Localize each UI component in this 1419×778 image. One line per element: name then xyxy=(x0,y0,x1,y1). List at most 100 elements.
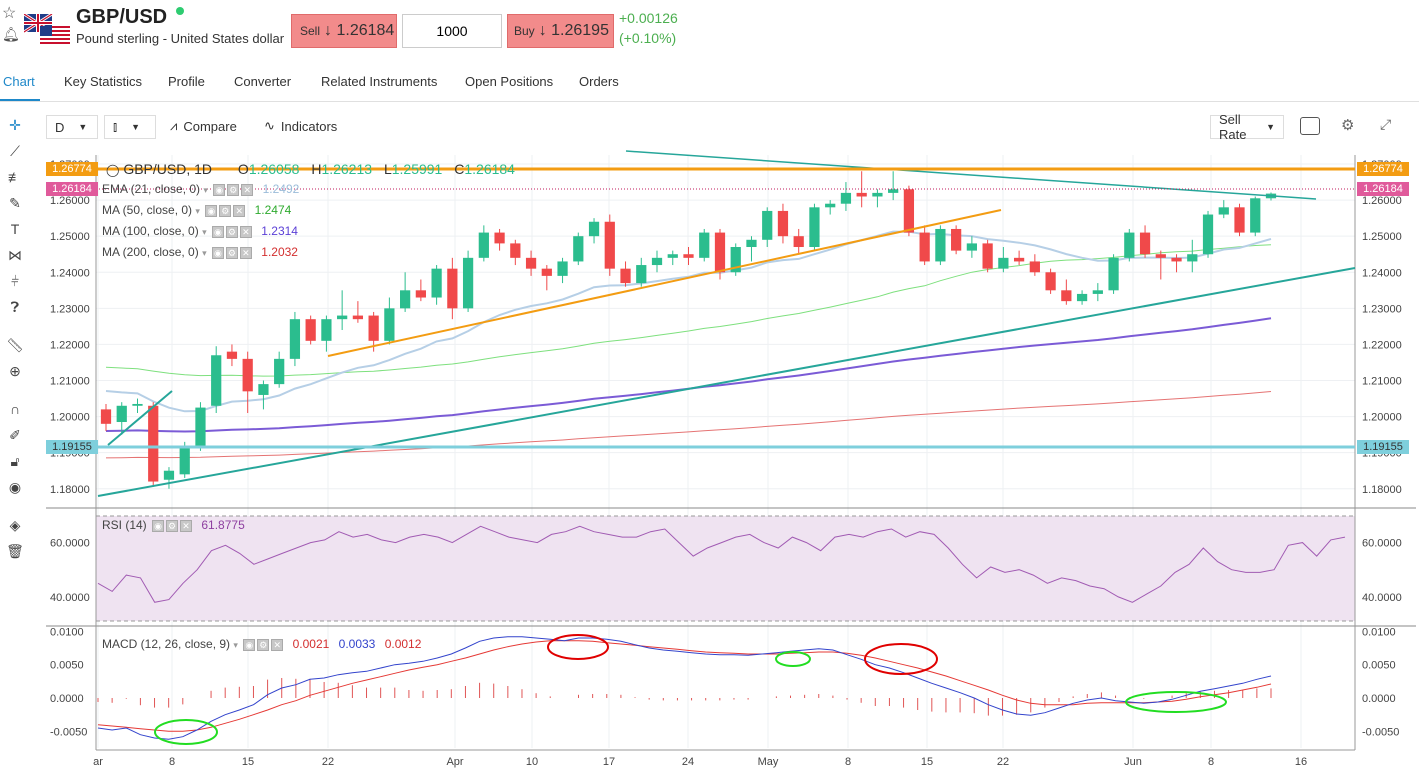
annotation-circle-red-1 xyxy=(547,634,609,660)
time-tick: 22 xyxy=(997,756,1009,768)
close-icon[interactable]: ✕ xyxy=(233,204,246,217)
legend-rsi[interactable]: RSI (14) ◉ ⚙ ✕ 61.8775 xyxy=(102,518,245,532)
pitchfork-icon[interactable]: ≢ xyxy=(8,169,22,185)
candle-body xyxy=(242,358,253,392)
chevron-down-icon: ▼ xyxy=(78,122,88,132)
gear-icon[interactable]: ⚙ xyxy=(225,225,238,238)
candle-body xyxy=(730,247,741,273)
gear-icon[interactable]: ⚙ xyxy=(1341,117,1355,134)
legend-ma100[interactable]: MA (100, close, 0) ▾ ◉ ⚙ ✕ 1.2314 xyxy=(102,224,298,238)
eye-icon[interactable]: ◉ xyxy=(205,204,218,217)
brush-icon[interactable]: ✎ xyxy=(9,195,21,211)
gear-icon[interactable]: ⚙ xyxy=(219,204,232,217)
sell-button[interactable]: Sell ↓ 1.26184 xyxy=(291,14,397,48)
eye-icon[interactable]: ◉ xyxy=(211,225,224,238)
tab-profile[interactable]: Profile xyxy=(168,74,205,89)
sell-price-value: 1.26184 xyxy=(336,22,395,39)
tab-related-instruments[interactable]: Related Instruments xyxy=(321,74,438,89)
candle-body xyxy=(714,232,726,273)
trash-icon[interactable]: 🗑︎ xyxy=(6,543,24,559)
gear-icon[interactable]: ⚙ xyxy=(227,183,240,196)
ruler-icon[interactable]: 📏︎ xyxy=(6,337,24,353)
star-icon[interactable]: ☆ xyxy=(2,5,17,22)
gear-icon[interactable]: ⚙ xyxy=(257,638,270,651)
tab-open-positions[interactable]: Open Positions xyxy=(465,74,554,89)
candle-body xyxy=(746,239,757,248)
trend-line-icon[interactable]: ⟋ xyxy=(10,143,20,159)
buy-price: ↓ 1.26195 xyxy=(539,22,609,40)
candle-body xyxy=(541,268,552,276)
help-icon[interactable]: ❓︎ xyxy=(10,299,20,315)
crosshair-icon[interactable]: ✛ xyxy=(9,117,21,133)
candle-body xyxy=(100,409,112,424)
candle-body xyxy=(1155,254,1166,258)
bell-icon[interactable]: 🔔︎ xyxy=(2,26,20,42)
lock-drawings-icon[interactable]: ✐ xyxy=(9,427,21,443)
fib-icon[interactable]: ⫩ xyxy=(10,273,20,289)
macd-tick-right: 0.0000 xyxy=(1362,693,1396,705)
price-tick-left: 1.21000 xyxy=(50,376,90,388)
eye-icon[interactable]: ◉ xyxy=(243,638,256,651)
close-icon[interactable]: ✕ xyxy=(239,246,252,259)
gear-icon[interactable]: ⚙ xyxy=(225,246,238,259)
interval-select[interactable]: D ▼ xyxy=(46,115,98,139)
chart-canvas[interactable]: 1.270001.270001.260001.260001.250001.250… xyxy=(46,145,1416,778)
tab-orders[interactable]: Orders xyxy=(579,74,619,89)
compare-button[interactable]: ⩘ Compare xyxy=(170,118,237,134)
close-icon[interactable]: ✕ xyxy=(271,638,284,651)
candle-body xyxy=(211,355,222,406)
chevron-down-icon: ▾ xyxy=(233,640,238,650)
rsi-tick-right: 60.0000 xyxy=(1362,538,1402,550)
legend-open: 1.26058 xyxy=(248,161,300,177)
eye-icon[interactable]: ◉ xyxy=(211,246,224,259)
price-tick-left: 1.18000 xyxy=(50,484,90,496)
text-tool-icon[interactable]: T xyxy=(10,221,20,237)
eye-icon[interactable]: ◉ xyxy=(213,183,226,196)
candle-body xyxy=(982,243,993,269)
tab-converter[interactable]: Converter xyxy=(234,74,292,89)
tab-chart[interactable]: Chart xyxy=(3,74,35,89)
expand-icon[interactable]: ⤢ xyxy=(1380,116,1392,132)
legend-collapse-icon[interactable]: ◯ xyxy=(106,163,120,177)
legend-ma50[interactable]: MA (50, close, 0) ▾ ◉ ⚙ ✕ 1.2474 xyxy=(102,203,291,217)
close-icon[interactable]: ✕ xyxy=(180,519,193,532)
candle-body xyxy=(888,189,899,193)
legend-ma200[interactable]: MA (200, close, 0) ▾ ◉ ⚙ ✕ 1.2032 xyxy=(102,245,298,259)
trend-line-teal-small xyxy=(107,390,173,446)
eye-icon[interactable]: ◉ xyxy=(8,479,22,495)
time-axis: ar 8 15 22 Apr 10 17 24 May 8 15 22 Jun 8 16 xyxy=(93,756,1307,768)
legend-macd[interactable]: MACD (12, 26, close, 9) ▾ ◉ ⚙ ✕ 0.0021 0.0… xyxy=(102,637,421,651)
candle-body xyxy=(1092,290,1103,294)
candle-body xyxy=(510,243,521,258)
sell-arrow-icon: ↓ xyxy=(324,22,333,39)
indicators-button[interactable]: ∿ Indicators xyxy=(264,118,337,134)
rate-select[interactable]: Sell Rate ▼ xyxy=(1210,112,1284,142)
quantity-input[interactable] xyxy=(402,14,502,48)
candle-body xyxy=(179,447,190,475)
price-tick-right: 1.20000 xyxy=(1362,412,1402,424)
candle-body xyxy=(415,290,426,298)
pattern-icon[interactable]: ⋈ xyxy=(8,247,22,263)
fullscreen-icon[interactable] xyxy=(1300,117,1320,135)
price-tick-left: 1.23000 xyxy=(50,303,90,315)
magnet-icon[interactable]: ∩ xyxy=(9,401,21,417)
close-icon[interactable]: ✕ xyxy=(239,225,252,238)
candle-body xyxy=(762,210,773,240)
eye-icon[interactable]: ◉ xyxy=(152,519,165,532)
candle-body xyxy=(825,203,836,208)
current-price-label-left: 1.26184 xyxy=(46,182,98,196)
lock-icon[interactable]: 🔓︎ xyxy=(10,453,20,469)
gear-icon[interactable]: ⚙ xyxy=(166,519,179,532)
chart-type-select[interactable]: ⫾ ▼ xyxy=(104,115,156,139)
tab-key-statistics[interactable]: Key Statistics xyxy=(64,74,143,89)
price-chart[interactable]: 1.270001.270001.260001.260001.250001.250… xyxy=(46,145,1416,778)
layers-icon[interactable]: ◈ xyxy=(9,517,21,533)
candle-body xyxy=(1108,257,1119,291)
zoom-icon[interactable]: ⊕ xyxy=(9,363,21,379)
candle-body xyxy=(604,221,615,269)
legend-ema[interactable]: EMA (21, close, 0) ▾ ◉ ⚙ ✕ 1.2492 xyxy=(102,182,299,196)
buy-button[interactable]: Buy ↓ 1.26195 xyxy=(507,14,614,48)
orange-line-price-label-right: 1.26774 xyxy=(1357,162,1409,176)
close-icon[interactable]: ✕ xyxy=(241,183,254,196)
